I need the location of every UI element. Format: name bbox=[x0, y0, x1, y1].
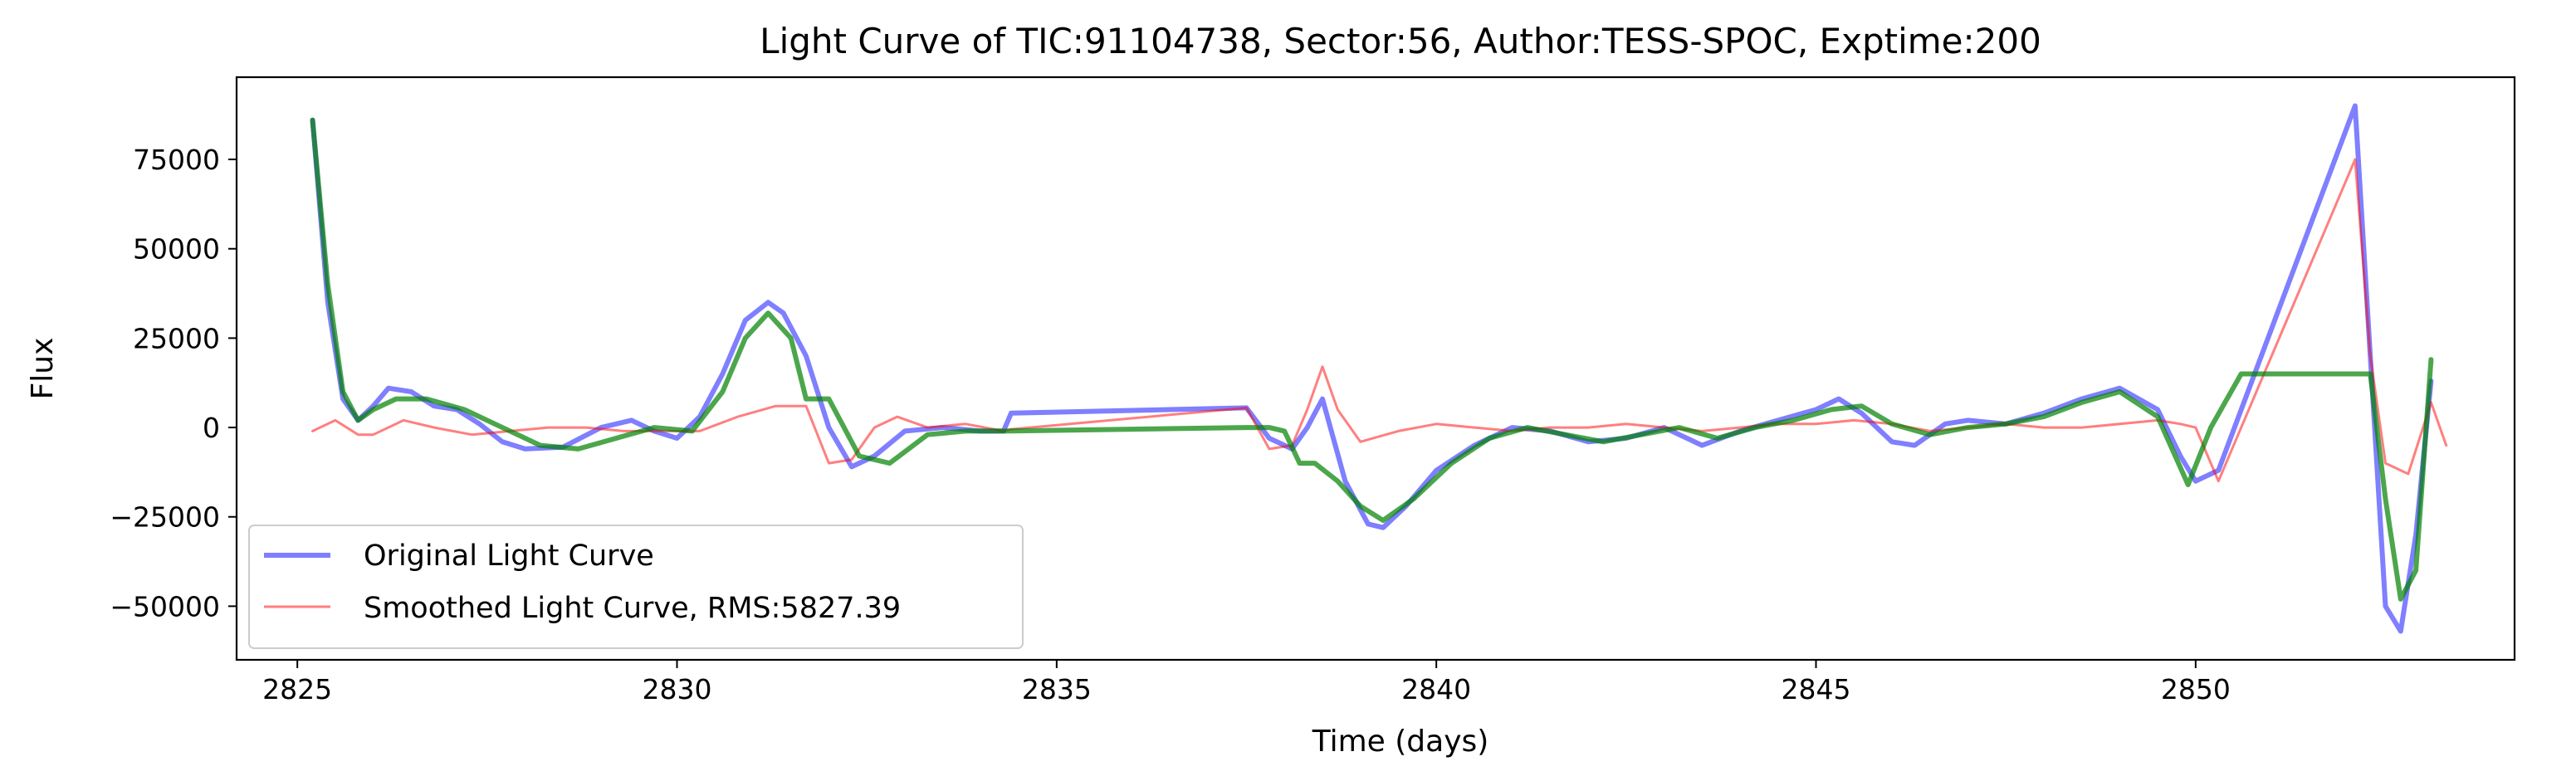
y-axis: −50000 −25000 0 25000 50000 75000 bbox=[110, 144, 237, 622]
x-tick-label: 2835 bbox=[1022, 673, 1092, 705]
x-tick-label: 2830 bbox=[643, 673, 712, 705]
legend-label-smoothed: Smoothed Light Curve, RMS:5827.39 bbox=[364, 592, 901, 625]
y-tick-label: −50000 bbox=[110, 590, 220, 622]
legend-label-original: Original Light Curve bbox=[364, 539, 654, 573]
series-layer bbox=[310, 103, 2448, 634]
x-tick-label: 2840 bbox=[1401, 673, 1471, 705]
x-axis-label: Time (days) bbox=[1312, 725, 1489, 759]
plot-frame bbox=[235, 76, 2516, 661]
y-tick-label: 25000 bbox=[133, 322, 220, 354]
series-line-smoothed bbox=[311, 158, 2448, 483]
y-axis-label: Flux bbox=[26, 338, 60, 400]
x-tick-label: 2825 bbox=[262, 673, 332, 705]
x-tick-label: 2845 bbox=[1782, 673, 1851, 705]
x-axis: 2825 2830 2835 2840 2845 2850 bbox=[262, 660, 2231, 705]
y-tick-label: −25000 bbox=[110, 501, 220, 534]
legend-box bbox=[248, 525, 1024, 649]
x-tick-label: 2850 bbox=[2161, 673, 2231, 705]
y-tick-label: 50000 bbox=[133, 233, 220, 266]
legend: Original Light Curve Smoothed Light Curv… bbox=[248, 525, 1024, 649]
y-tick-label: 0 bbox=[203, 412, 220, 444]
chart-title: Light Curve of TIC:91104738, Sector:56, … bbox=[760, 21, 2041, 61]
y-tick-label: 75000 bbox=[133, 144, 220, 176]
series-line-fit bbox=[310, 117, 2434, 602]
